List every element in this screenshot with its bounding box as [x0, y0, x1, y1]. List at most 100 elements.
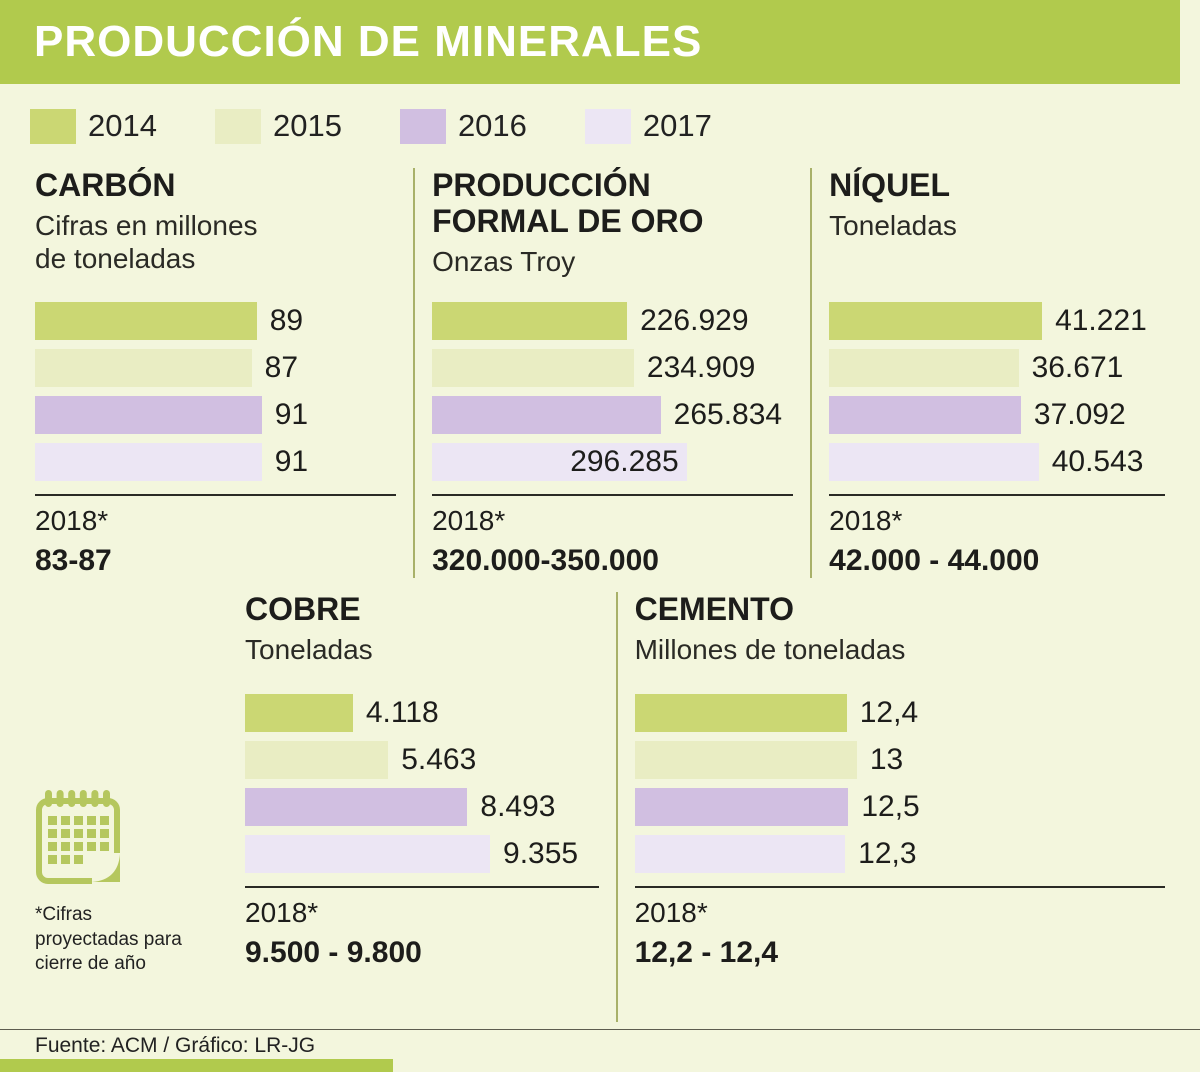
bar-value-label: 91 [274, 445, 309, 478]
bar-2014 [829, 302, 1043, 340]
bar-2014 [432, 302, 628, 340]
bar-value-label: 8.493 [480, 790, 556, 823]
bar-value-label: 91 [274, 398, 309, 431]
bar-value-label: 234.909 [646, 351, 756, 384]
projection-year: 2018* [432, 505, 506, 536]
panel-niquel: NÍQUEL Toneladas 41.221 36.671 37.092 40.543 2… [829, 167, 1165, 578]
bar-2015 [829, 349, 1019, 387]
bar-row-2015: 13 [634, 741, 1165, 779]
bar-2014 [634, 694, 847, 732]
bar-value-label: 296.285 [570, 445, 679, 478]
legend-item-2017: 2017 [584, 108, 712, 144]
panel-subtitle: Toneladas [245, 633, 373, 665]
panel-header: CARBÓN Cifras en millones de toneladas [35, 167, 396, 300]
bar-value-label: 9.355 [503, 837, 579, 870]
bar-row-2017: 40.543 [829, 443, 1165, 481]
projection-divider-line [432, 494, 794, 496]
bar-2015 [35, 349, 252, 387]
bar-row-2016: 91 [35, 396, 396, 434]
legend-item-2015: 2015 [214, 108, 342, 144]
bar-row-2014: 89 [35, 302, 396, 340]
bar-row-2016: 37.092 [829, 396, 1165, 434]
bar-2014 [35, 302, 257, 340]
panel-subtitle: Cifras en millones de toneladas [35, 209, 258, 274]
projection-range: 320.000-350.000 [432, 544, 659, 577]
panel-subtitle: Onzas Troy [432, 245, 576, 277]
legend-year-label: 2015 [272, 108, 342, 143]
panel-cobre: COBRE Toneladas 4.118 5.463 8.493 9.355 2018* 9… [245, 591, 599, 1022]
bar-2016 [829, 396, 1021, 434]
bar-value-label: 37.092 [1033, 398, 1126, 431]
page-title: PRODUCCIÓN DE MINERALES [34, 17, 703, 66]
bar-value-label: 87 [264, 351, 299, 384]
projection-range: 42.000 - 44.000 [829, 544, 1040, 577]
projection-divider-line [829, 494, 1165, 496]
bar-2016 [35, 396, 262, 434]
bar-row-2016: 12,5 [634, 788, 1165, 826]
legend: 2014 2015 2016 2017 [30, 108, 1200, 144]
bar-row-2015: 36.671 [829, 349, 1165, 387]
bar-row-2017: 9.355 [245, 835, 599, 873]
bar-row-2016: 8.493 [245, 788, 599, 826]
bar-2017 [829, 443, 1039, 481]
panel-title: NÍQUEL [829, 167, 951, 203]
bar-value-label: 89 [269, 304, 304, 337]
legend-swatch-2015 [214, 108, 261, 144]
bar-value-label: 13 [869, 743, 904, 776]
header-banner: PRODUCCIÓN DE MINERALES [0, 0, 1180, 84]
panel-carbon: CARBÓN Cifras en millones de toneladas 89 8… [35, 167, 397, 578]
panels-row-2: *Cifras proyectadas para cierre de año C… [35, 591, 1165, 1022]
legend-swatch-2014 [30, 108, 76, 144]
vertical-divider [615, 592, 618, 1022]
legend-year-label: 2017 [642, 108, 712, 143]
panel-title: PRODUCCIÓN FORMAL DE ORO [432, 167, 704, 239]
panel-subtitle: Millones de toneladas [634, 633, 906, 665]
bar-group: 89 87 91 91 [35, 302, 396, 481]
bar-value-label: 265.834 [673, 398, 783, 431]
bar-value-label: 5.463 [401, 743, 477, 776]
bar-value-label: 40.543 [1051, 445, 1144, 478]
projection-range: 83-87 [35, 544, 112, 577]
panel-header: CEMENTO Millones de toneladas [634, 591, 1165, 692]
projection-range: 9.500 - 9.800 [245, 936, 422, 969]
bar-row-2014: 41.221 [829, 302, 1165, 340]
panel-header: PRODUCCIÓN FORMAL DE ORO Onzas Troy [432, 167, 793, 300]
legend-year-label: 2014 [88, 108, 157, 143]
legend-item-2014: 2014 [30, 108, 157, 144]
bar-group: 12,4 13 12,5 12,3 [634, 694, 1165, 873]
bar-2015 [432, 349, 634, 387]
panel-title: CARBÓN [35, 167, 176, 203]
footer-divider-line [0, 1029, 1200, 1030]
bar-row-2014: 12,4 [634, 694, 1165, 732]
bar-2016 [245, 788, 468, 826]
vertical-divider [413, 168, 416, 578]
panel-subtitle: Toneladas [829, 209, 957, 241]
panels-row-2-grid: COBRE Toneladas 4.118 5.463 8.493 9.355 2018* 9… [245, 591, 1165, 1022]
bar-value-label: 12,4 [859, 696, 919, 729]
panel-produccion-formal-de-oro: PRODUCCIÓN FORMAL DE ORO Onzas Troy 226.92… [432, 167, 794, 578]
bar-value-label: 41.221 [1055, 304, 1147, 337]
bottom-accent-bar [0, 1059, 393, 1072]
panels-row-1: CARBÓN Cifras en millones de toneladas 89 8… [35, 167, 1165, 578]
bar-2015 [245, 741, 389, 779]
projection-divider-line [35, 494, 397, 496]
bar-row-2015: 5.463 [245, 741, 599, 779]
projection-year: 2018* [35, 505, 109, 536]
projection-year: 2018* [634, 897, 708, 928]
legend-item-2016: 2016 [399, 108, 527, 144]
panel-header: COBRE Toneladas [245, 591, 599, 692]
source-credit: Fuente: ACM / Gráfico: LR-JG [35, 1034, 316, 1057]
projection-range: 12,2 - 12,4 [634, 936, 779, 969]
bar-2017 [634, 835, 846, 873]
projection-note: *Cifras proyectadas para cierre de año [35, 904, 182, 975]
bar-2017 [35, 443, 262, 481]
projection-divider-line [634, 886, 1165, 888]
bar-2016 [634, 788, 849, 826]
bar-row-2017: 12,3 [634, 835, 1165, 873]
bar-value-label: 12,3 [858, 837, 917, 870]
legend-swatch-2017 [584, 108, 631, 144]
calendar-icon [36, 790, 124, 885]
bar-value-label: 12,5 [861, 790, 920, 823]
bar-2015 [634, 741, 857, 779]
bar-row-2016: 265.834 [432, 396, 793, 434]
